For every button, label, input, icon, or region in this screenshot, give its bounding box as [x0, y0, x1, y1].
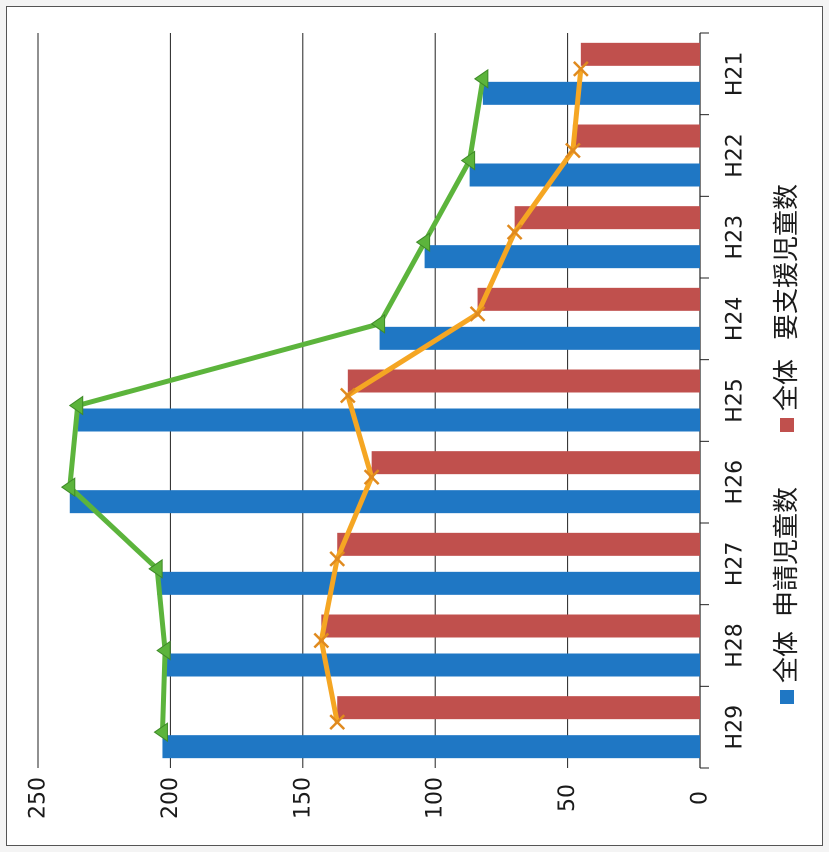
line-marker — [329, 714, 346, 731]
bar — [157, 571, 700, 595]
category-label: H28 — [723, 623, 748, 668]
value-tick-labels: 0 50 100 150 200 250 — [26, 777, 713, 819]
bar — [477, 287, 700, 311]
legend-swatch — [780, 690, 794, 704]
legend-label: 申請児童数 — [772, 487, 802, 617]
category-label: H24 — [723, 297, 748, 342]
chart-svg: 050100150200250H21H22H23H24H25H26H27H28H… — [26, 32, 802, 819]
category-axis-ticks — [700, 32, 709, 769]
bar — [69, 490, 700, 514]
line-marker — [460, 150, 476, 171]
bar — [572, 124, 700, 148]
bar — [347, 369, 700, 393]
lines — [60, 60, 589, 743]
category-labels: H21 H22 H23 H24 H25 H26 H27 H28 H29 — [723, 52, 748, 750]
value-tick-label: 250 — [26, 777, 51, 819]
bar — [482, 81, 700, 105]
bar — [337, 532, 700, 556]
bar — [321, 614, 700, 638]
line-marker — [60, 477, 76, 498]
category-label: H29 — [723, 705, 748, 750]
chart-frame: 0 50 100 150 200 250 H21 H22 H23 H24 H25 H26 H27 H28 H… — [6, 6, 823, 846]
legend-label: 要支援児童数 — [772, 184, 802, 340]
category-label: H26 — [723, 460, 748, 505]
legend-label: 全体 — [772, 359, 802, 411]
category-label: H21 — [723, 52, 748, 97]
line-marker — [313, 632, 330, 649]
line-marker — [363, 469, 380, 486]
bar — [337, 696, 700, 720]
line-marker — [506, 224, 523, 241]
line-marker — [572, 60, 589, 77]
line-marker — [565, 142, 581, 159]
bar — [162, 735, 700, 759]
category-label: H22 — [723, 133, 748, 178]
line-marker — [68, 395, 84, 416]
bar — [469, 163, 700, 187]
line-marker — [329, 550, 346, 567]
category-label: H25 — [723, 378, 748, 423]
category-label: H27 — [723, 542, 748, 587]
bar — [514, 206, 700, 230]
line-marker — [153, 722, 168, 743]
bar — [371, 451, 700, 475]
line-marker — [473, 68, 489, 89]
bar — [424, 245, 700, 269]
bars — [69, 42, 701, 759]
line-marker — [415, 232, 431, 253]
category-label: H23 — [723, 215, 748, 260]
line-marker — [148, 558, 163, 579]
legend-swatch — [780, 418, 794, 432]
bar — [379, 326, 700, 350]
bar — [580, 42, 700, 66]
line-marker — [469, 305, 486, 322]
bar — [165, 653, 700, 677]
legend-label: 全体 — [772, 631, 802, 683]
value-tick-label: 0 — [688, 791, 713, 805]
line-marker — [339, 387, 356, 404]
line-marker — [370, 313, 386, 334]
value-tick-label: 150 — [290, 777, 315, 819]
bar — [77, 408, 701, 432]
value-tick-label: 100 — [423, 777, 448, 819]
line-marker — [156, 640, 171, 661]
value-tick-label: 200 — [158, 777, 183, 819]
value-tick-label: 50 — [555, 784, 580, 812]
